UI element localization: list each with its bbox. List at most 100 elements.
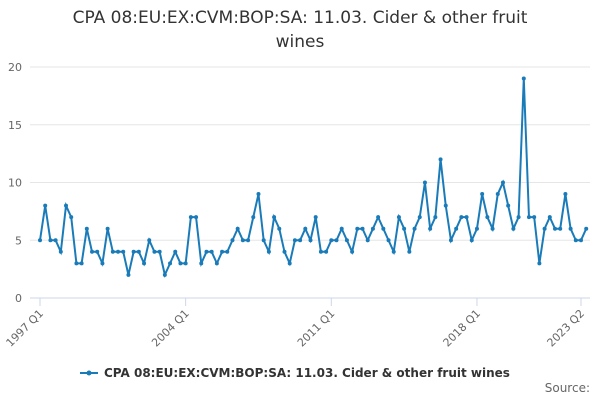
point: [344, 238, 349, 243]
point: [53, 238, 58, 243]
point: [246, 238, 251, 243]
point: [547, 215, 552, 220]
point: [438, 157, 443, 162]
point: [220, 249, 225, 254]
point: [407, 249, 412, 254]
x-tick-label: 2023 Q2: [545, 307, 588, 350]
point: [147, 238, 152, 243]
point: [417, 215, 422, 220]
point: [480, 192, 485, 197]
point: [100, 261, 105, 266]
point: [79, 261, 84, 266]
point: [318, 249, 323, 254]
point: [459, 215, 464, 220]
point: [162, 272, 167, 277]
point: [386, 238, 391, 243]
point: [448, 238, 453, 243]
point: [58, 249, 63, 254]
point: [521, 76, 526, 81]
point: [173, 249, 178, 254]
chart-title: CPA 08:EU:EX:CVM:BOP:SA: 11.03. Cider & …: [72, 8, 528, 52]
point: [194, 215, 199, 220]
point: [225, 249, 230, 254]
point: [474, 226, 479, 231]
point: [251, 215, 256, 220]
point: [74, 261, 79, 266]
point: [214, 261, 219, 266]
point: [495, 192, 500, 197]
point: [168, 261, 173, 266]
point: [313, 215, 318, 220]
point: [500, 180, 505, 185]
point: [48, 238, 53, 243]
y-tick-label: 20: [8, 61, 22, 74]
y-tick-label: 5: [15, 234, 22, 247]
point: [287, 261, 292, 266]
point: [568, 226, 573, 231]
point: [90, 249, 95, 254]
point: [84, 226, 89, 231]
point: [188, 215, 193, 220]
point: [183, 261, 188, 266]
y-tick-label: 15: [8, 119, 22, 132]
point: [396, 215, 401, 220]
x-tick-label: 2011 Q1: [295, 307, 338, 350]
point: [38, 238, 42, 243]
point: [422, 180, 427, 185]
point: [235, 226, 240, 231]
point: [532, 215, 537, 220]
point: [230, 238, 235, 243]
point: [469, 238, 474, 243]
point: [516, 215, 521, 220]
point: [355, 226, 360, 231]
point: [142, 261, 147, 266]
point: [370, 226, 375, 231]
point: [204, 249, 209, 254]
point: [506, 203, 511, 208]
point: [126, 272, 131, 277]
point: [391, 249, 396, 254]
point: [454, 226, 459, 231]
point: [282, 249, 287, 254]
legend-label: CPA 08:EU:EX:CVM:BOP:SA: 11.03. Cider & …: [104, 366, 510, 380]
point: [365, 238, 370, 243]
point: [303, 226, 308, 231]
point: [542, 226, 547, 231]
point: [485, 215, 490, 220]
point: [116, 249, 121, 254]
point: [552, 226, 557, 231]
point: [537, 261, 542, 266]
point: [277, 226, 282, 231]
point: [412, 226, 417, 231]
point: [360, 226, 365, 231]
point: [584, 226, 589, 231]
point: [443, 203, 448, 208]
point: [329, 238, 334, 243]
point: [308, 238, 313, 243]
point: [563, 192, 568, 197]
y-tick-label: 10: [8, 177, 22, 190]
point: [526, 215, 531, 220]
point: [43, 203, 48, 208]
point: [402, 226, 407, 231]
point: [64, 203, 69, 208]
point: [298, 238, 303, 243]
point: [240, 238, 245, 243]
x-tick-label: 2018 Q1: [441, 307, 484, 350]
x-tick-label: 2004 Q1: [149, 307, 192, 350]
point: [110, 249, 115, 254]
point: [339, 226, 344, 231]
point: [199, 261, 204, 266]
point: [256, 192, 261, 197]
point: [266, 249, 271, 254]
point: [209, 249, 214, 254]
legend-marker: [86, 370, 92, 376]
y-tick-label: 0: [15, 292, 22, 305]
point: [558, 226, 563, 231]
point: [511, 226, 516, 231]
point: [272, 215, 277, 220]
point: [381, 226, 386, 231]
point: [178, 261, 183, 266]
